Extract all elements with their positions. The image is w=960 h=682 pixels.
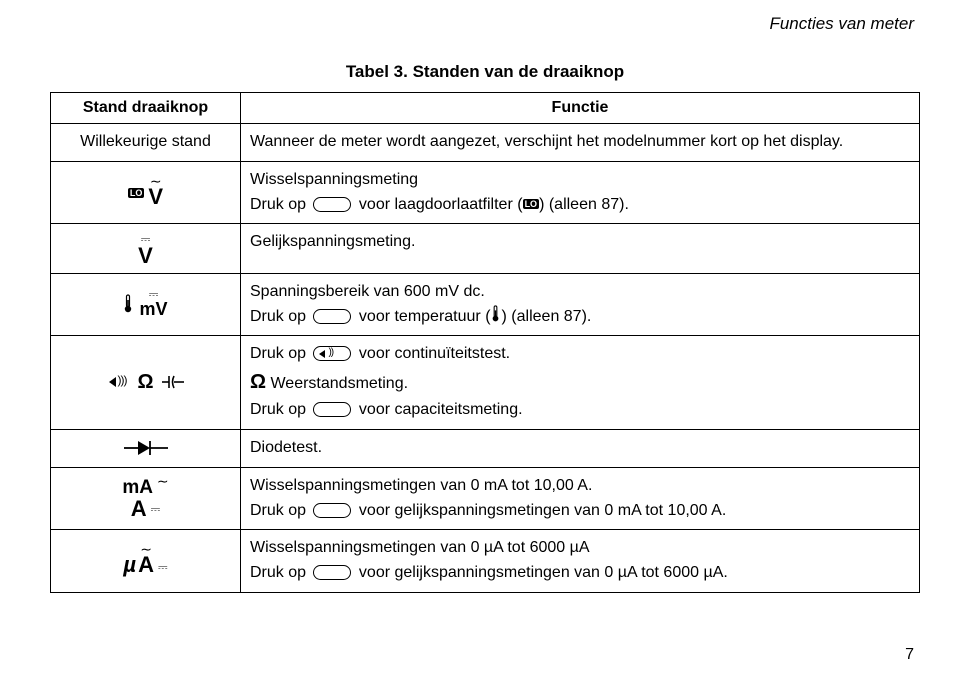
dc-icon: ⎓: [149, 290, 159, 298]
fn-dc-v: Gelijkspanningsmeting.: [241, 224, 920, 273]
button-icon: [313, 402, 351, 417]
text: Wisselspanningsmetingen van 0 µA tot 600…: [250, 539, 590, 556]
table-row: mA ∼ A ⎓ Wisselspanningsmetingen van 0 mA…: [51, 467, 920, 530]
thermometer-icon: [491, 305, 500, 323]
fn-diode: Diodetest.: [241, 429, 920, 467]
text: voor gelijkspanningsmetingen van 0 mA to…: [354, 502, 726, 519]
tilde-icon: ∼: [153, 473, 169, 489]
text: Wisselspanningsmetingen van 0 mA tot 10,…: [250, 477, 592, 494]
text: Druk op: [250, 196, 310, 213]
stand-ua: µ ∼ A ⎓: [51, 530, 241, 593]
text: (alleen 87).: [507, 308, 592, 325]
functions-table: Stand draaiknop Functie Willekeurige sta…: [50, 92, 920, 593]
table-row: Ω Druk op voor continuïteitstest. Ω Weer…: [51, 336, 920, 430]
table-row: Diodetest.: [51, 429, 920, 467]
text: Wisselspanningsmeting: [250, 171, 418, 188]
text: voor capaciteitsmeting.: [354, 401, 522, 418]
ma-symbol: mA: [122, 477, 153, 498]
table-header-row: Stand draaiknop Functie: [51, 93, 920, 124]
lo-icon: LO: [128, 188, 145, 198]
table-caption: Tabel 3. Standen van de draaiknop: [50, 62, 920, 82]
dc-icon: ⎓: [151, 502, 161, 516]
stand-dc-v: ⎓ V: [51, 224, 241, 273]
fn-ohm: Druk op voor continuïteitstest. Ω Weerst…: [241, 336, 920, 430]
button-speaker-icon: [313, 346, 351, 361]
text: voor temperatuur: [354, 308, 485, 325]
stand-mv: ⎓ mV: [51, 273, 241, 336]
stand-diode: [51, 429, 241, 467]
speaker-icon: [107, 375, 133, 389]
mv-symbol: mV: [139, 300, 167, 318]
fn-ac-v: Wisselspanningsmeting Druk op voor laagd…: [241, 161, 920, 224]
button-icon: [313, 309, 351, 324]
ohm-icon: Ω: [137, 371, 153, 394]
v-symbol: V: [138, 245, 153, 267]
page-header: Functies van meter: [50, 14, 920, 34]
page-number: 7: [905, 646, 914, 664]
text: Druk op: [250, 345, 310, 362]
button-icon: [313, 197, 351, 212]
table-row: ⎓ mV Spanningsbereik van 600 mV dc. Druk…: [51, 273, 920, 336]
lo-icon: LO: [523, 199, 540, 209]
ohm-icon: Ω: [250, 371, 266, 393]
text: Druk op: [250, 401, 310, 418]
text: ) (alleen 87).: [539, 196, 629, 213]
mu-symbol: µ: [123, 554, 136, 576]
v-symbol: V: [148, 186, 163, 208]
stand-ma-a: mA ∼ A ⎓: [51, 467, 241, 530]
table-row: ⎓ V Gelijkspanningsmeting.: [51, 224, 920, 273]
a-symbol: A: [131, 496, 147, 521]
text: voor gelijkspanningsmetingen van 0 µA to…: [354, 564, 727, 581]
text: voor laagdoorlaatfilter (: [354, 196, 522, 213]
table-row: LO ∼ V Wisselspanningsmeting Druk op voo…: [51, 161, 920, 224]
col-stand: Stand draaiknop: [51, 93, 241, 124]
fn-ma-a: Wisselspanningsmetingen van 0 mA tot 10,…: [241, 467, 920, 530]
text: Weerstandsmeting.: [266, 375, 408, 392]
stand-any: Willekeurige stand: [51, 124, 241, 162]
dc-icon: ⎓: [158, 563, 168, 571]
diode-icon: [60, 439, 231, 457]
fn-ua: Wisselspanningsmetingen van 0 µA tot 600…: [241, 530, 920, 593]
stand-ac-v-lo: LO ∼ V: [51, 161, 241, 224]
fn-any: Wanneer de meter wordt aangezet, verschi…: [241, 124, 920, 162]
fn-mv: Spanningsbereik van 600 mV dc. Druk op v…: [241, 273, 920, 336]
stand-ohm: Ω: [51, 336, 241, 430]
text: Spanningsbereik van 600 mV dc.: [250, 283, 485, 300]
a-symbol: A: [138, 554, 154, 576]
table-row: Willekeurige stand Wanneer de meter word…: [51, 124, 920, 162]
text: Druk op: [250, 564, 310, 581]
page: Functies van meter Tabel 3. Standen van …: [0, 0, 960, 682]
capacitor-icon: [162, 374, 184, 390]
button-icon: [313, 503, 351, 518]
text: Druk op: [250, 308, 310, 325]
button-icon: [313, 565, 351, 580]
text: Druk op: [250, 502, 310, 519]
text: voor continuïteitstest.: [354, 345, 510, 362]
table-row: µ ∼ A ⎓ Wisselspanningsmetingen van 0 µA…: [51, 530, 920, 593]
col-functie: Functie: [241, 93, 920, 124]
thermometer-icon: [123, 294, 133, 314]
